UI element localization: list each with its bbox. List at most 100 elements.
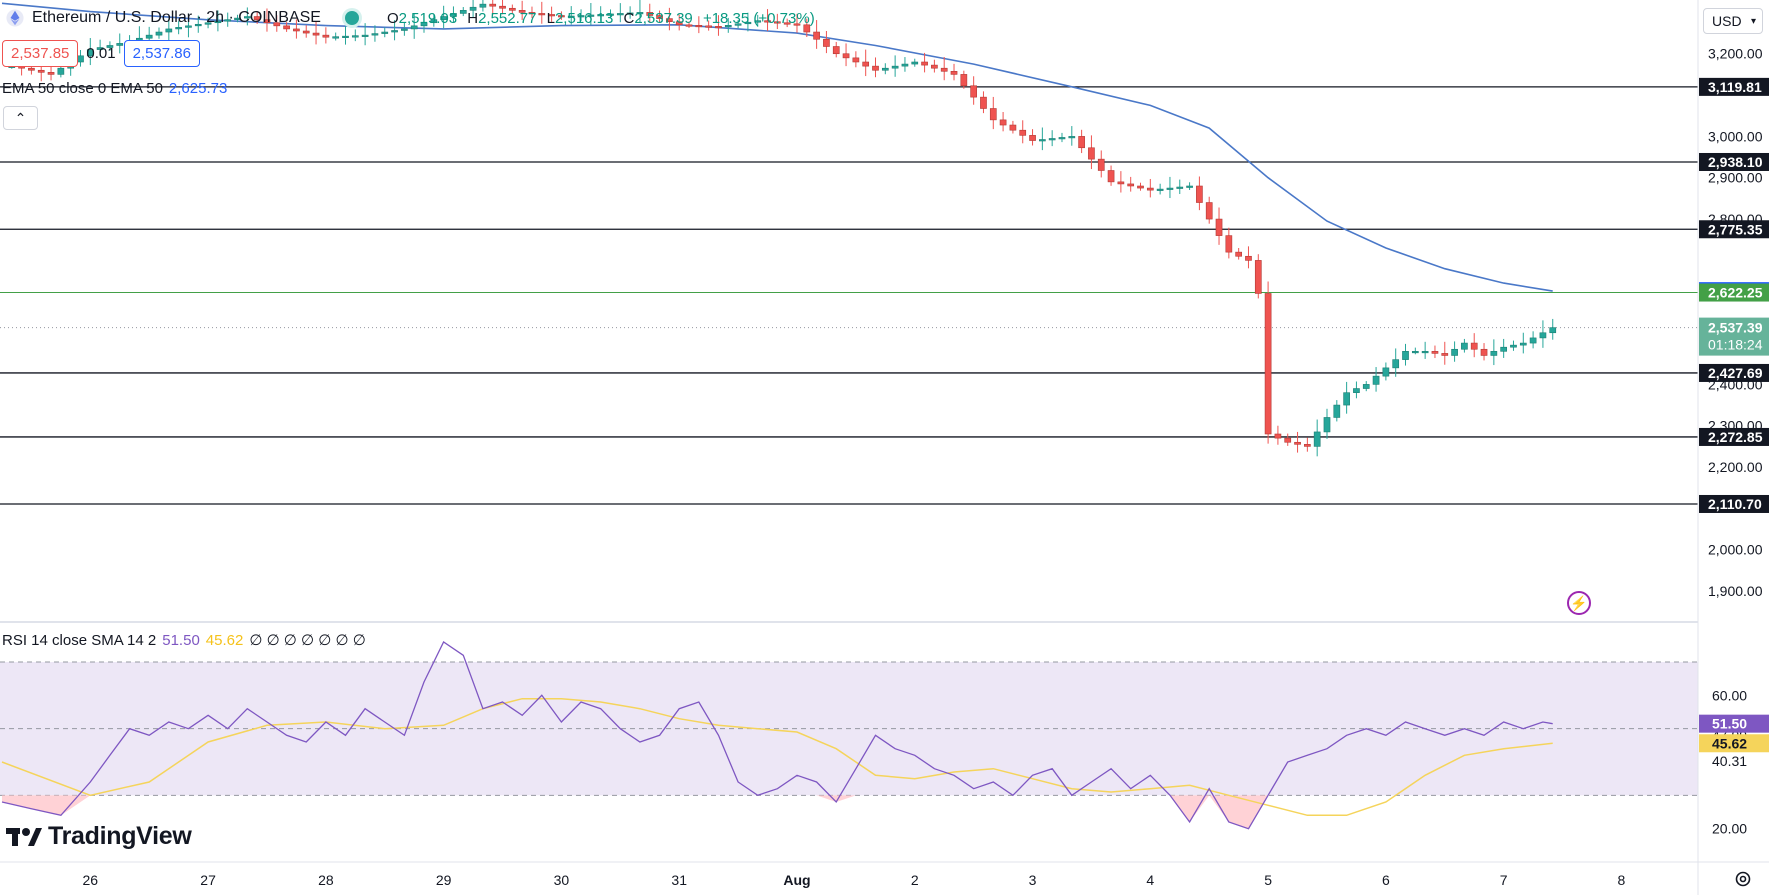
- candle: [1107, 165, 1115, 186]
- candle-body: [1549, 327, 1557, 334]
- candle: [950, 63, 958, 81]
- candle-body: [872, 65, 879, 71]
- candle-body: [1402, 351, 1409, 360]
- buy-button[interactable]: 2,537.86: [123, 40, 200, 67]
- candle-body: [263, 19, 271, 24]
- rsi-legend-label: RSI 14 close SMA 14 2: [2, 632, 157, 649]
- symbol-title[interactable]: Ethereum / U.S. Dollar · 2h · COINBASE: [32, 9, 321, 26]
- time-tick-label-4: 30: [554, 872, 570, 888]
- candle-body: [1441, 353, 1449, 356]
- candle: [1470, 333, 1478, 358]
- candle-body: [1519, 342, 1527, 346]
- rsi-sma-value-label-bg: [1699, 734, 1769, 753]
- candle: [626, 6, 634, 19]
- candle: [960, 70, 968, 89]
- candle: [715, 15, 722, 36]
- candle-body: [499, 5, 506, 9]
- candle-body: [489, 3, 497, 7]
- sell-button[interactable]: 2,537.85: [2, 40, 79, 67]
- candle: [675, 14, 683, 31]
- candle: [469, 0, 477, 18]
- candle: [1333, 400, 1341, 422]
- candle-body: [783, 22, 791, 25]
- candle-body: [165, 28, 173, 33]
- candle: [685, 21, 693, 28]
- candle: [204, 17, 212, 29]
- candle-body: [754, 20, 762, 23]
- candle: [783, 18, 791, 28]
- support-label-5: 2,110.70: [1708, 496, 1762, 512]
- rsi-legend[interactable]: RSI 14 close SMA 14 2 51.50 45.62 ∅ ∅ ∅ ∅ ∅…: [2, 631, 366, 649]
- candle: [666, 7, 673, 31]
- rsi-value-label: 51.50: [1712, 716, 1747, 732]
- candle-body: [1254, 260, 1262, 294]
- candle-body: [440, 16, 447, 20]
- candle-body: [312, 32, 320, 36]
- candle: [1480, 343, 1488, 361]
- candle: [1097, 150, 1105, 178]
- candle: [194, 15, 202, 33]
- candle-body: [302, 30, 310, 34]
- candle-body: [1078, 136, 1085, 149]
- ema-legend[interactable]: EMA 50 close 0 EMA 50 2,625.73: [2, 80, 227, 97]
- candle-body: [1510, 344, 1517, 348]
- candle-body: [891, 65, 899, 69]
- candle-body: [666, 18, 673, 23]
- candle-body: [901, 63, 909, 67]
- candle: [361, 23, 369, 46]
- candle: [86, 38, 94, 66]
- ohlc-high-key: H: [467, 9, 479, 27]
- candle-body: [1470, 342, 1478, 350]
- candle: [813, 20, 820, 49]
- candle: [656, 10, 663, 23]
- collapse-legend-button[interactable]: ⌃: [3, 106, 38, 130]
- market-status-icon[interactable]: [344, 11, 359, 25]
- support-label-2: 2,775.35: [1708, 221, 1763, 237]
- candle-body: [1029, 135, 1036, 141]
- candle: [1313, 419, 1321, 457]
- candle: [1156, 183, 1164, 195]
- candle: [518, 0, 526, 21]
- candle-body: [204, 22, 212, 25]
- candle: [1039, 127, 1046, 151]
- currency-selector[interactable]: USD ▾: [1703, 8, 1763, 34]
- candle-body: [1009, 124, 1017, 131]
- tradingview-logo[interactable]: TradingView: [6, 822, 192, 851]
- candle-body: [1451, 348, 1458, 356]
- candle-body: [1176, 186, 1184, 189]
- support-label-0-bg: [1699, 77, 1769, 96]
- candle-body: [734, 23, 742, 26]
- candle: [116, 33, 124, 54]
- time-tick-label-10: 5: [1264, 872, 1272, 888]
- candle: [636, 0, 644, 23]
- candle: [1058, 132, 1066, 143]
- candle: [1510, 340, 1517, 351]
- candle: [1421, 341, 1429, 359]
- candle-body: [999, 119, 1007, 126]
- lightning-icon[interactable]: ⚡: [1567, 591, 1591, 615]
- candle-body: [185, 25, 192, 28]
- candle: [1441, 341, 1449, 365]
- rsi-sma-line: [1, 697, 1553, 817]
- candle-body: [273, 22, 281, 27]
- ohlc-low: 2,516.13: [554, 9, 614, 27]
- candle: [607, 9, 614, 19]
- candle-body: [832, 46, 840, 55]
- candle-body: [1382, 367, 1390, 377]
- candle-body: [1039, 139, 1046, 142]
- settings-gear-icon[interactable]: [1733, 869, 1753, 889]
- candle: [342, 26, 349, 45]
- candle: [1372, 367, 1380, 392]
- candle: [832, 41, 840, 58]
- candle: [1284, 433, 1292, 446]
- candle-body: [744, 21, 752, 25]
- candle: [999, 112, 1007, 132]
- candle: [371, 25, 379, 42]
- candle-body: [332, 36, 340, 39]
- rsi-value-label-bg: [1699, 714, 1769, 733]
- candle-body: [980, 96, 987, 109]
- candle: [410, 13, 418, 39]
- candle-body: [1019, 129, 1027, 136]
- candle-body: [86, 49, 94, 57]
